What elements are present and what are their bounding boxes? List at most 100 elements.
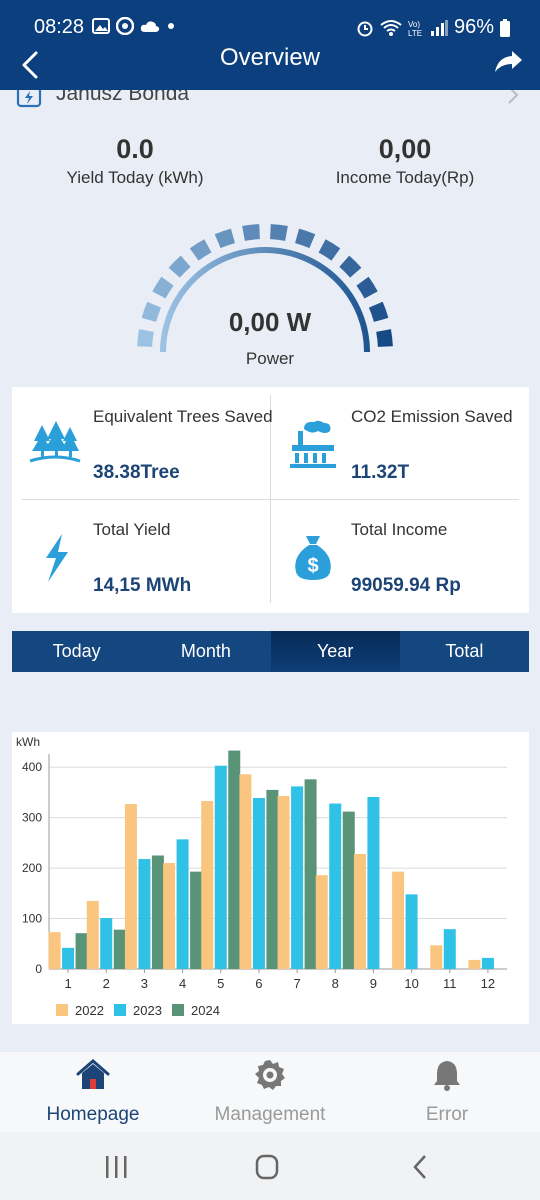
nav-management[interactable]: Management — [180, 1052, 360, 1132]
chart-y-tick: 100 — [22, 912, 42, 926]
legend-swatch — [172, 1004, 184, 1016]
chart-bar[interactable] — [291, 786, 304, 969]
plant-icon — [16, 90, 42, 108]
chart-y-tick: 200 — [22, 861, 42, 875]
nav-error[interactable]: Error — [357, 1052, 537, 1132]
back-button[interactable] — [14, 50, 48, 84]
income-today-value: 0,00 — [378, 134, 432, 164]
volte-icon: Vo)LTE — [408, 20, 422, 37]
yield-today: 0.0 Yield Today (kWh) — [25, 132, 245, 188]
app-header: Overview — [0, 44, 540, 90]
nav-homepage[interactable]: Homepage — [3, 1052, 183, 1132]
chart-bar[interactable] — [266, 789, 279, 969]
trees-saved-value: 38.38Tree — [93, 462, 180, 483]
chart-bar[interactable] — [62, 947, 75, 969]
trees-saved-label: Equivalent Trees Saved — [93, 407, 273, 426]
chart-y-tick: 0 — [35, 962, 42, 976]
chart-bar[interactable] — [392, 871, 405, 969]
chart-bar[interactable] — [100, 918, 113, 969]
legend-label: 2023 — [133, 1003, 162, 1018]
chart-bar[interactable] — [201, 801, 214, 969]
chart-x-tick: 3 — [141, 976, 148, 991]
chart-bar[interactable] — [353, 853, 366, 969]
chevron-right-icon — [508, 90, 519, 104]
yield-today-label: Yield Today (kWh) — [66, 168, 204, 187]
nav-error-label: Error — [425, 1104, 469, 1125]
power-gauge — [137, 224, 393, 353]
status-time: 08:28 — [34, 16, 85, 38]
status-right: Vo) LTE 96% — [356, 16, 510, 39]
income-today-label: Income Today(Rp) — [335, 168, 475, 187]
image-icon — [92, 18, 110, 34]
income-today: 0,00 Income Today(Rp) — [295, 132, 515, 188]
chart-bar[interactable] — [239, 774, 252, 969]
gauge-segment — [168, 255, 191, 278]
chart-bar[interactable] — [443, 929, 456, 969]
chart-bar[interactable] — [468, 959, 481, 969]
chart-bar[interactable] — [367, 796, 380, 969]
chart-bar[interactable] — [481, 957, 494, 969]
co2-saved-value: 11.32T — [351, 462, 410, 483]
svg-text:Vo): Vo) — [408, 20, 420, 29]
chart-bar[interactable] — [190, 871, 203, 969]
gauge-segment — [318, 239, 341, 261]
chart-x-tick: 6 — [255, 976, 262, 991]
total-yield-value: 14,15 MWh — [93, 575, 192, 596]
total-income-label: Total Income — [351, 520, 448, 539]
chart-bar[interactable] — [304, 779, 317, 969]
tab-total[interactable]: Total — [445, 641, 484, 661]
alarm-icon — [357, 21, 373, 36]
yield-today-value: 0.0 — [116, 134, 154, 164]
chart-x-tick: 7 — [293, 976, 300, 991]
chart-bar[interactable] — [342, 811, 355, 969]
chart-bar[interactable] — [163, 863, 176, 969]
plant-owner-row[interactable]: Janusz Bonda — [16, 90, 524, 114]
owner-name: Janusz Bonda — [56, 90, 190, 105]
chart-bar[interactable] — [277, 795, 290, 969]
legend-label: 2022 — [75, 1003, 104, 1018]
chart-bar[interactable] — [86, 900, 99, 969]
chart-bar[interactable] — [151, 855, 164, 970]
chart-bar[interactable] — [138, 859, 151, 969]
nav-homepage-label: Homepage — [46, 1104, 140, 1125]
legend-swatch — [56, 1004, 68, 1016]
chart-bar[interactable] — [48, 932, 61, 969]
chart-x-tick: 4 — [179, 976, 186, 991]
total-income-cell: $ Total Income 99059.94 Rp — [270, 500, 520, 612]
chart-bar[interactable] — [214, 765, 227, 969]
chart-x-tick: 9 — [370, 976, 377, 991]
chart-bar[interactable] — [430, 945, 443, 969]
bell-icon — [434, 1061, 460, 1091]
chart-ylabel: kWh — [16, 735, 40, 749]
chart-bar[interactable] — [252, 797, 265, 969]
cloud-icon — [140, 21, 160, 32]
yield-chart-card: kWh 0 100 200 300 400 1 2 3 4 5 6 7 8 9 10 11 12 2022 2023 2… — [12, 732, 529, 1024]
nav-management-label: Management — [214, 1104, 326, 1125]
tab-today[interactable]: Today — [52, 641, 101, 661]
chart-x-tick: 5 — [217, 976, 224, 991]
chart-bar[interactable] — [113, 929, 126, 969]
share-button[interactable] — [492, 48, 526, 82]
chart-bar[interactable] — [176, 839, 189, 969]
co2-saved-label: CO2 Emission Saved — [351, 407, 513, 426]
chart-bar[interactable] — [405, 894, 418, 969]
recent-apps-button[interactable] — [96, 1152, 136, 1182]
chart-bar[interactable] — [315, 875, 328, 969]
gauge-segment — [270, 224, 288, 241]
back-nav-button[interactable] — [400, 1152, 440, 1182]
svg-text:LTE: LTE — [408, 29, 422, 37]
chart-bar[interactable] — [228, 750, 241, 969]
chart-y-tick: 300 — [22, 811, 42, 825]
legend-label: 2024 — [191, 1003, 220, 1018]
home-icon — [76, 1059, 110, 1089]
chart-bar[interactable] — [75, 933, 88, 969]
chart-bar[interactable] — [329, 803, 342, 969]
chart-bar[interactable] — [124, 804, 137, 969]
tab-year[interactable]: Year — [270, 631, 400, 672]
legend-swatch — [114, 1004, 126, 1016]
gauge-segment — [368, 301, 389, 322]
system-nav-bar — [0, 1132, 540, 1200]
tab-month[interactable]: Month — [180, 641, 231, 661]
home-button[interactable] — [247, 1152, 287, 1182]
